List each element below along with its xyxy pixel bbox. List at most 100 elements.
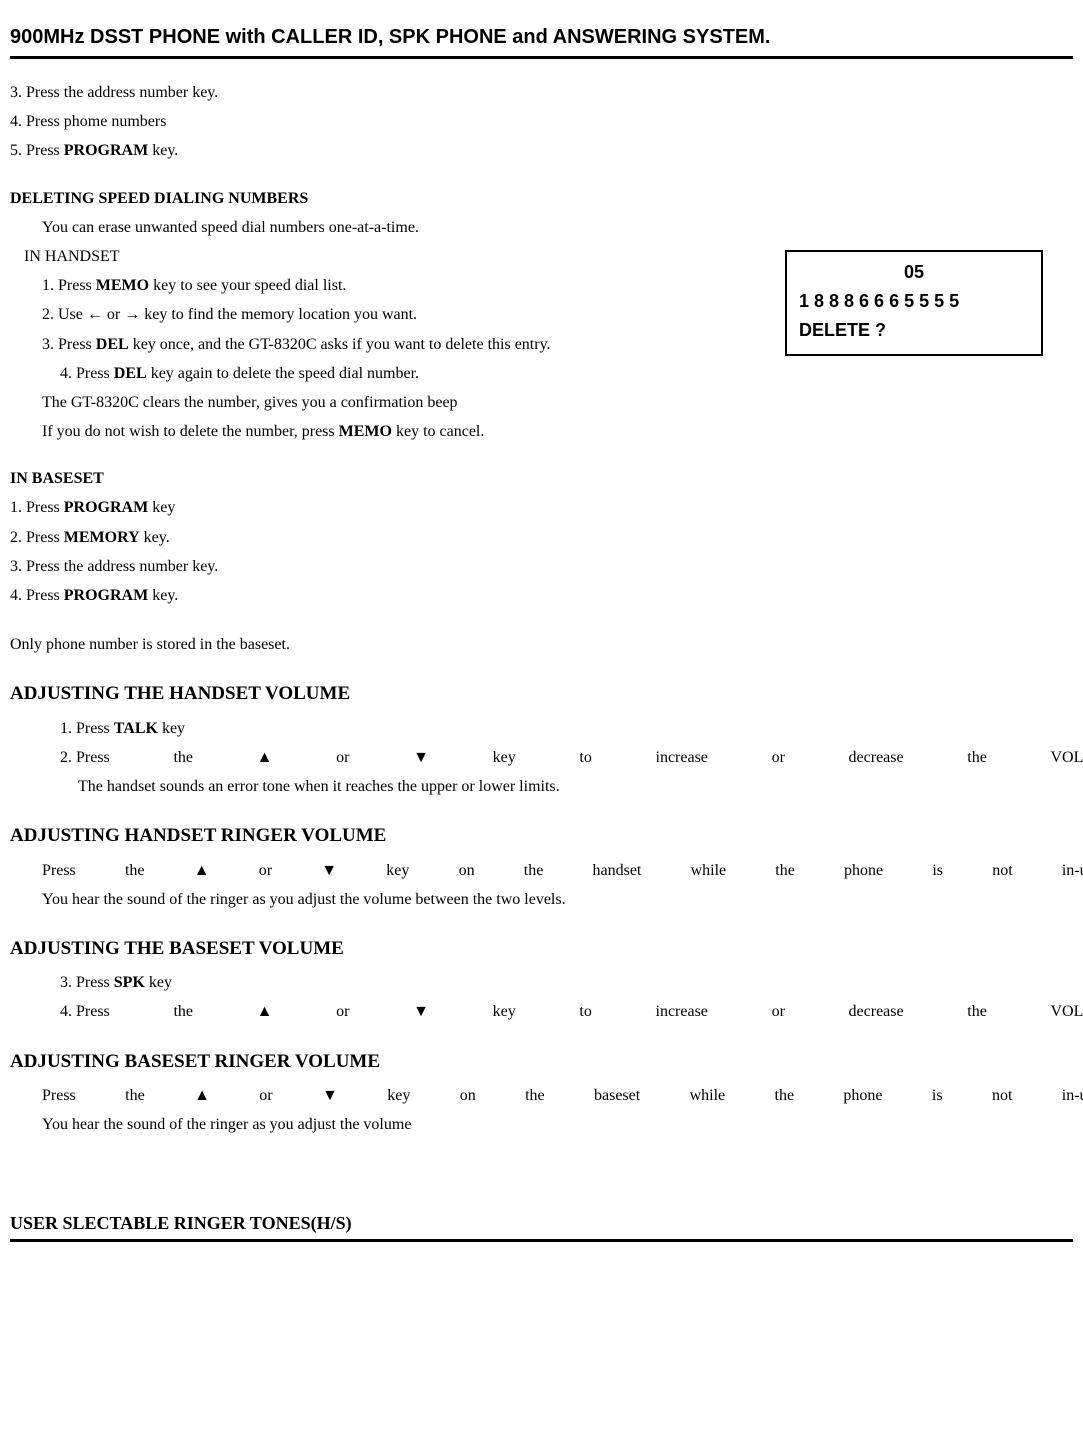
- word: Press: [42, 1082, 76, 1109]
- word: the: [173, 744, 193, 771]
- vol-bs-step-4: 4. Press the ▲ or ▼ key to increase or decrease th…: [10, 998, 1083, 1025]
- display-line-2: 1 8 8 8 6 6 6 5 5 5 5: [799, 287, 1029, 316]
- word: ▲: [257, 998, 273, 1025]
- key-name: MEMORY: [64, 529, 140, 546]
- word: ▼: [413, 744, 429, 771]
- word: Press: [42, 857, 76, 884]
- word: or: [336, 998, 349, 1025]
- bs-step-1: 1. Press PROGRAM key: [10, 494, 1073, 521]
- footer-heading: USER SLECTABLE RINGER TONES(H/S): [10, 1208, 1073, 1242]
- text: key: [158, 720, 185, 737]
- word: decrease: [849, 744, 904, 771]
- in-baseset-label: IN BASESET: [10, 465, 1073, 492]
- word: or: [772, 998, 785, 1025]
- word: VOLUME.: [1050, 998, 1083, 1025]
- intro-step-5: 5. Press PROGRAM key.: [10, 137, 1073, 164]
- text: key to cancel.: [392, 423, 484, 440]
- word: not: [992, 857, 1012, 884]
- text: key.: [148, 142, 178, 159]
- word: to: [579, 998, 591, 1025]
- ring-baseset-heading: ADJUSTING BASESET RINGER VOLUME: [10, 1046, 1073, 1078]
- vol-hs-step-2: 2. Pressthe▲or▼keytoincreaseordecreaseth…: [10, 744, 1083, 771]
- word: on: [459, 857, 475, 884]
- text: 2. Use: [42, 306, 87, 323]
- text: key: [148, 499, 175, 516]
- key-name: MEMO: [96, 277, 149, 294]
- intro-step-4: 4. Press phome numbers: [10, 108, 1073, 135]
- word: ▼: [322, 1082, 338, 1109]
- word: ▲: [194, 857, 210, 884]
- word: the: [775, 857, 795, 884]
- vol-baseset-heading: ADJUSTING THE BASESET VOLUME: [10, 933, 1073, 965]
- text: key once, and the GT-8320C asks if you w…: [129, 336, 551, 353]
- word: the: [525, 1082, 545, 1109]
- text: 1. Press: [42, 277, 96, 294]
- text: key.: [140, 529, 170, 546]
- text: 2. Press: [10, 529, 64, 546]
- key-name: DEL: [114, 365, 147, 382]
- left-arrow-icon: ←: [87, 306, 103, 323]
- word: the: [967, 744, 987, 771]
- word: key: [387, 1082, 410, 1109]
- word: 4. Press: [60, 998, 110, 1025]
- right-arrow-icon: →: [124, 306, 140, 323]
- word: VOLUME.: [1050, 744, 1083, 771]
- vol-hs-step-1: 1. Press TALK key: [10, 715, 1073, 742]
- key-name: DEL: [96, 336, 129, 353]
- text: 4. Press: [10, 587, 64, 604]
- word: baseset: [594, 1082, 640, 1109]
- word: the: [967, 998, 987, 1025]
- word: or: [772, 744, 785, 771]
- bs-step-3: 3. Press the address number key.: [10, 553, 1073, 580]
- word: decrease: [849, 998, 904, 1025]
- word: or: [336, 744, 349, 771]
- word: phone: [843, 1082, 882, 1109]
- word: key: [386, 857, 409, 884]
- word: the: [125, 857, 145, 884]
- display-line-3: DELETE ?: [799, 316, 1029, 345]
- text: or: [103, 306, 124, 323]
- del-hs-cancel: If you do not wish to delete the number,…: [10, 418, 1073, 445]
- vol-bs-step-3: 3. Press SPK key: [10, 969, 1073, 996]
- word: is: [932, 857, 943, 884]
- word: key: [493, 744, 516, 771]
- text: 3. Press: [60, 974, 114, 991]
- word: increase: [656, 998, 708, 1025]
- text: 5. Press: [10, 142, 64, 159]
- text: key to see your speed dial list.: [149, 277, 346, 294]
- vol-hs-note: The handset sounds an error tone when it…: [10, 773, 1073, 800]
- vol-handset-heading: ADJUSTING THE HANDSET VOLUME: [10, 678, 1073, 710]
- display-line-1: 05: [799, 258, 1029, 287]
- word: while: [690, 1082, 726, 1109]
- key-name: PROGRAM: [64, 142, 148, 159]
- text: 1. Press: [60, 720, 114, 737]
- del-intro: You can erase unwanted speed dial number…: [10, 214, 1073, 241]
- key-name: PROGRAM: [64, 587, 148, 604]
- page-header: 900MHz DSST PHONE with CALLER ID, SPK PH…: [10, 20, 1073, 59]
- word: not: [992, 1082, 1012, 1109]
- word: or: [259, 1082, 272, 1109]
- word: the: [524, 857, 544, 884]
- text: key to find the memory location you want…: [140, 306, 417, 323]
- text: If you do not wish to delete the number,…: [42, 423, 339, 440]
- bs-step-4: 4. Press PROGRAM key.: [10, 582, 1073, 609]
- word: or: [259, 857, 272, 884]
- key-name: MEMO: [339, 423, 392, 440]
- key-name: TALK: [114, 720, 158, 737]
- lcd-display-box: 05 1 8 8 8 6 6 6 5 5 5 5 DELETE ?: [785, 250, 1043, 356]
- text: 1. Press: [10, 499, 64, 516]
- word: ▲: [194, 1082, 210, 1109]
- deleting-heading: DELETING SPEED DIALING NUMBERS: [10, 185, 1073, 212]
- word: ▼: [413, 998, 429, 1025]
- key-name: PROGRAM: [64, 499, 148, 516]
- word: the: [173, 998, 193, 1025]
- text: 4. Press: [60, 365, 114, 382]
- word: key: [493, 998, 516, 1025]
- word: increase: [656, 744, 708, 771]
- text: 3. Press: [42, 336, 96, 353]
- word: in-use.: [1062, 1082, 1083, 1109]
- text: key: [145, 974, 172, 991]
- word: on: [460, 1082, 476, 1109]
- ring-handset-heading: ADJUSTING HANDSET RINGER VOLUME: [10, 820, 1073, 852]
- key-name: SPK: [114, 974, 145, 991]
